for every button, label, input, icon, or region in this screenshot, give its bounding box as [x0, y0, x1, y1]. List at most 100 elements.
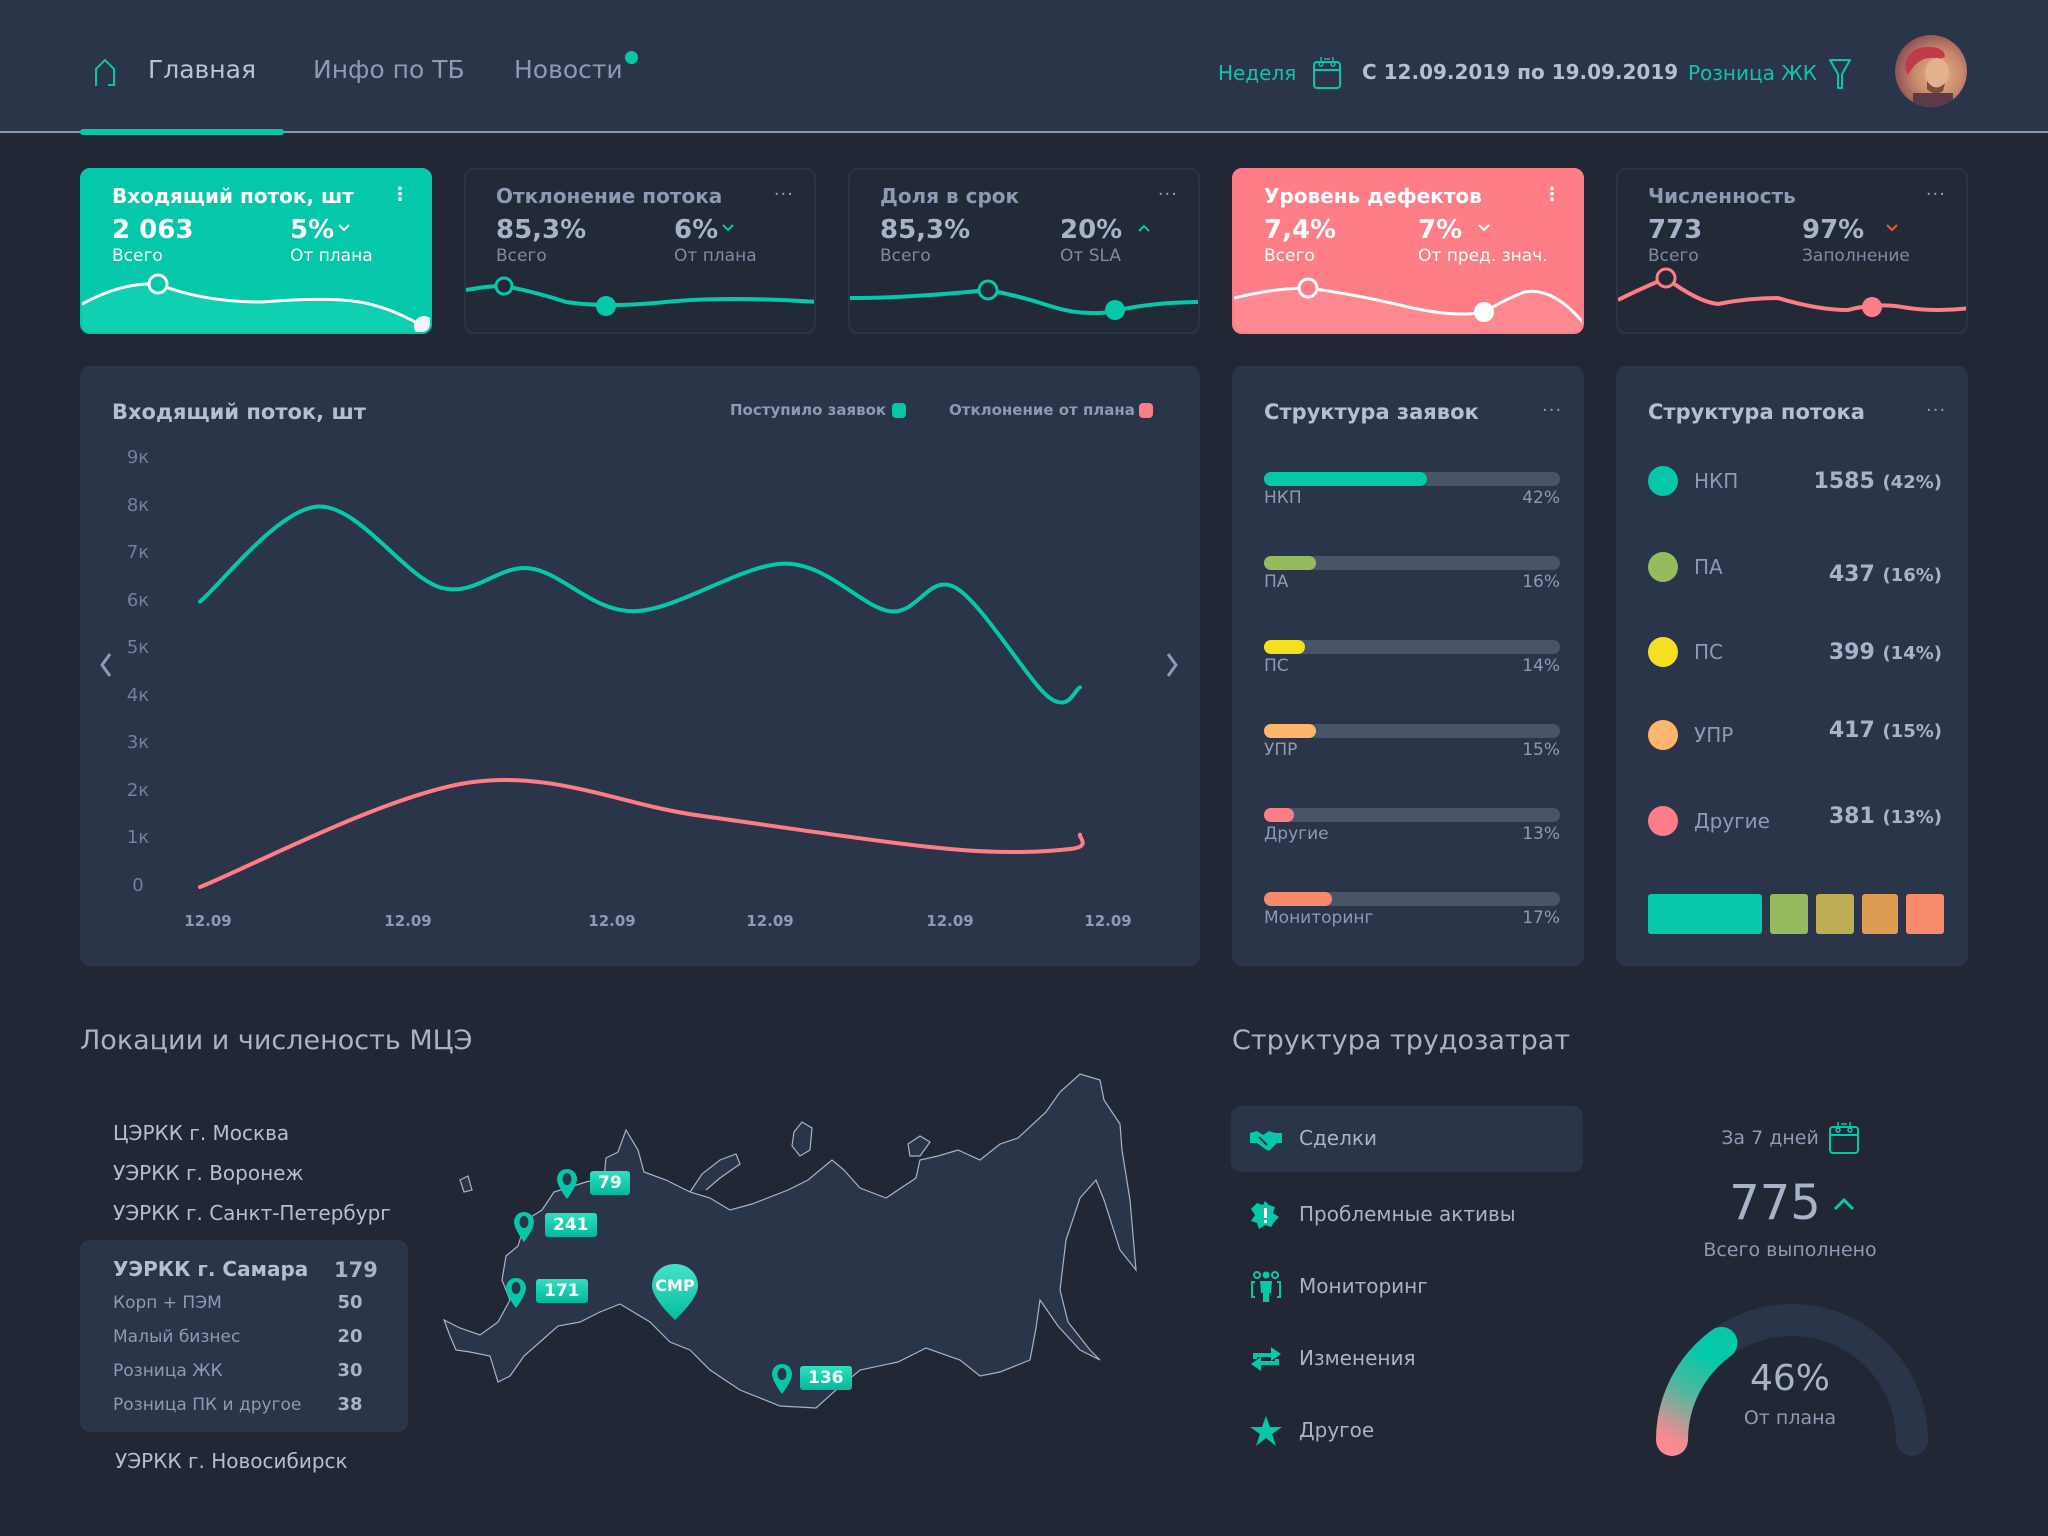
labor-item-monitoring[interactable]: Мониторинг	[1231, 1254, 1583, 1320]
kpi-card-title: Отклонение потока	[496, 184, 723, 208]
x-tick-label: 12.09	[746, 912, 794, 930]
location-sub-label: Розница ПК и другое	[113, 1395, 302, 1415]
flow-item-count: 399	[1828, 640, 1875, 665]
flow-item-value: 1585 (42%)	[1814, 469, 1942, 494]
labor-item-problem-assets[interactable]: Проблемные активы	[1231, 1182, 1583, 1248]
nav-tab-tb-info[interactable]: Инфо по ТБ	[313, 55, 465, 84]
chevron-right-icon[interactable]	[1162, 648, 1182, 682]
filter-icon[interactable]	[1828, 58, 1852, 90]
panel-title: Структура потока	[1648, 400, 1865, 424]
location-item-spb[interactable]: УЭРКК г. Санкт-Петербург	[113, 1201, 391, 1225]
location-sub-value: 30	[337, 1360, 363, 1381]
selected-location-total: 179	[334, 1258, 378, 1282]
incoming-flow-chart-panel	[80, 366, 1200, 966]
flow-item-value: 417 (15%)	[1829, 718, 1942, 743]
flow-item-count: 437	[1828, 562, 1875, 587]
notification-dot	[625, 51, 638, 64]
bar-percent: 42%	[1522, 488, 1560, 508]
bar-percent: 14%	[1522, 656, 1560, 676]
sparkline	[1618, 267, 1966, 317]
x-tick-label: 12.09	[588, 912, 636, 930]
flow-item-label: ПС	[1694, 640, 1724, 664]
x-tick-label: 12.09	[926, 912, 974, 930]
kpi-card-incoming-flow[interactable]: Входящий поток, шт ⋮ 2 063 Всего 5% От п…	[80, 168, 432, 334]
progress-bar-fill	[1264, 808, 1294, 822]
bar-label: НКП	[1264, 488, 1302, 508]
kpi-card-headcount[interactable]: Численность ··· 773 Всего 97% Заполнение	[1616, 168, 1968, 334]
flow-swatch	[1770, 894, 1808, 934]
y-tick-label: 7к	[126, 542, 150, 564]
map-pin-icon[interactable]	[513, 1211, 535, 1243]
calendar-icon[interactable]	[1312, 56, 1342, 90]
location-item-samara-selected[interactable]	[80, 1240, 408, 1432]
progress-bar-fill	[1264, 472, 1427, 486]
gauge-fill	[1656, 1326, 1738, 1456]
labor-item-deals[interactable]: Сделки	[1231, 1106, 1583, 1172]
map-pin-icon[interactable]	[505, 1277, 527, 1309]
labor-item-changes[interactable]: Изменения	[1231, 1326, 1583, 1392]
map-pin-badge[interactable]: 171	[536, 1279, 588, 1303]
labor-item-label: Изменения	[1299, 1346, 1416, 1370]
legend-dot	[1648, 806, 1678, 836]
kpi-card-defect-level[interactable]: Уровень дефектов ⋮ 7,4% Всего 7% От пред…	[1232, 168, 1584, 334]
more-options-icon[interactable]: ···	[773, 184, 794, 205]
map-pin-icon[interactable]	[771, 1363, 793, 1395]
more-options-icon[interactable]: ···	[1926, 400, 1947, 421]
location-sub-label: Малый бизнес	[113, 1327, 241, 1347]
kpi-value-label: Всего	[1648, 246, 1699, 266]
chevron-up-icon	[1138, 224, 1150, 232]
team-icon	[1251, 1271, 1281, 1302]
legend-swatch-deviation	[1139, 403, 1153, 418]
total-completed-label: Всего выполнено	[1703, 1239, 1877, 1261]
location-item-novosibirsk[interactable]: УЭРКК г. Новосибирск	[115, 1449, 348, 1473]
map-pin-badge[interactable]: 241	[545, 1213, 597, 1237]
kebab-menu-icon[interactable]: ⋮	[391, 184, 410, 205]
map-pin-badge[interactable]: 136	[800, 1366, 852, 1390]
kpi-delta: 5%	[290, 215, 335, 245]
kpi-card-title: Уровень дефектов	[1264, 184, 1482, 208]
nav-tab-home[interactable]: Главная	[148, 55, 256, 84]
flow-item-value: 437 (16%)	[1829, 562, 1942, 587]
nav-tab-news[interactable]: Новости	[514, 55, 623, 84]
kpi-value-label: Всего	[112, 246, 163, 266]
more-options-icon[interactable]: ···	[1157, 184, 1178, 205]
kpi-card-flow-deviation[interactable]: Отклонение потока ··· 85,3% Всего 6% От …	[464, 168, 816, 334]
avatar-photo	[1905, 46, 1953, 107]
flow-item-label: ПА	[1694, 555, 1723, 579]
more-options-icon[interactable]: ···	[1925, 184, 1946, 205]
y-tick-label: 5к	[126, 637, 150, 659]
map-pin-badge[interactable]: 79	[590, 1171, 630, 1195]
kpi-card-on-time-share[interactable]: Доля в срок ··· 85,3% Всего 20% От SLA	[848, 168, 1200, 334]
flow-swatch	[1906, 894, 1944, 934]
date-range[interactable]: С 12.09.2019 по 19.09.2019	[1362, 60, 1679, 84]
labor-item-other[interactable]: Другое	[1231, 1398, 1583, 1464]
more-options-icon[interactable]: ···	[1542, 400, 1563, 421]
kpi-value: 85,3%	[880, 215, 971, 245]
kpi-value: 85,3%	[496, 215, 587, 245]
calendar-icon[interactable]	[1828, 1121, 1860, 1155]
kpi-value: 7,4%	[1264, 215, 1337, 245]
bar-label: ПА	[1264, 572, 1289, 592]
location-sub-value: 50	[337, 1292, 363, 1313]
chevron-left-icon[interactable]	[96, 648, 116, 682]
selected-map-pin-icon[interactable]	[651, 1263, 699, 1321]
kpi-delta-label: От пред. знач.	[1418, 246, 1548, 266]
progress-bar-track	[1264, 892, 1560, 906]
location-item-moscow[interactable]: ЦЭРКК г. Москва	[113, 1121, 290, 1145]
bar-percent: 15%	[1522, 740, 1560, 760]
selected-location-name: УЭРКК г. Самара	[113, 1257, 309, 1281]
avatar[interactable]	[1895, 35, 1967, 107]
kpi-delta: 7%	[1418, 215, 1463, 245]
map-pin-icon[interactable]	[556, 1168, 578, 1200]
flow-item-percent: (15%)	[1882, 721, 1942, 742]
active-tab-indicator	[80, 129, 284, 135]
location-item-voronezh[interactable]: УЭРКК г. Воронеж	[113, 1161, 304, 1185]
kpi-delta-label: Заполнение	[1802, 246, 1910, 266]
period-selector[interactable]: Неделя	[1218, 61, 1297, 85]
kebab-menu-icon[interactable]: ⋮	[1543, 184, 1562, 205]
progress-bar-fill	[1264, 556, 1316, 570]
bar-label: ПС	[1264, 656, 1289, 676]
labor-item-label: Сделки	[1299, 1126, 1377, 1150]
segment-selector[interactable]: Розница ЖК	[1688, 61, 1817, 85]
sparkline	[466, 276, 814, 316]
